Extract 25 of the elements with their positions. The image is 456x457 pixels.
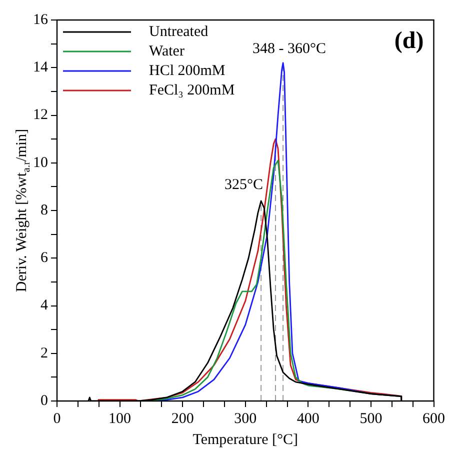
- legend-label: Water: [149, 43, 184, 60]
- y-tick-label: 8: [40, 202, 48, 218]
- x-tick-label: 600: [422, 410, 445, 427]
- y-tick-label: 14: [33, 60, 48, 76]
- y-tick-label: 10: [33, 154, 48, 171]
- x-tick-label: 400: [296, 410, 320, 427]
- y-tick-label: 4: [40, 298, 48, 314]
- x-tick-label: 0: [53, 410, 61, 427]
- y-tick-label: 12: [33, 107, 48, 124]
- y-tick-label: 2: [40, 345, 48, 362]
- y-axis-title: Deriv. Weight [%wta.r/min]: [14, 128, 32, 292]
- legend-label: Untreated: [149, 24, 209, 40]
- x-tick-label: 100: [108, 410, 132, 427]
- annotation: 325°C: [224, 176, 264, 193]
- legend-label: HCl 200mM: [149, 62, 226, 79]
- y-tick-label: 16: [33, 12, 48, 28]
- x-tick-label: 500: [360, 410, 382, 427]
- annotation: 348 - 360°C: [252, 40, 326, 57]
- y-tick-label: 0: [40, 392, 48, 409]
- chart-title: (d): [394, 28, 424, 54]
- x-tick-label: 200: [171, 410, 194, 427]
- y-tick-label: 6: [40, 250, 48, 266]
- x-tick-label: 300: [234, 410, 257, 427]
- legend-label: FeCl₃ 200mM: [149, 82, 235, 98]
- x-axis-title: Temperature [°C]: [192, 432, 298, 448]
